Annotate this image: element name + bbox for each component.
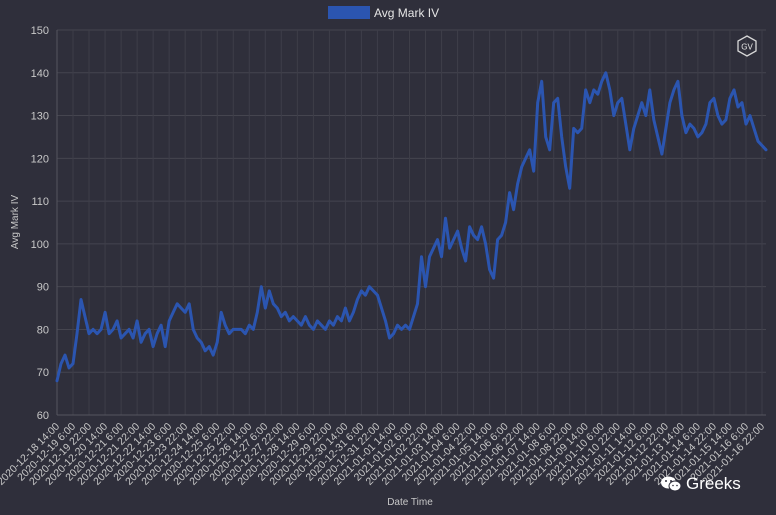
y-tick-label: 90 xyxy=(37,282,49,294)
y-tick-label: 80 xyxy=(37,324,49,336)
y-tick-label: 120 xyxy=(31,153,49,165)
y-axis-ticks: 60 70 80 90 100 110 120 130 140 150 xyxy=(31,25,49,422)
legend-swatch[interactable] xyxy=(328,6,370,19)
gv-logo-badge: GV xyxy=(736,35,758,57)
y-tick-label: 60 xyxy=(37,410,49,422)
y-tick-label: 100 xyxy=(31,239,49,251)
y-axis-title: Avg Mark IV xyxy=(10,195,21,250)
y-tick-label: 70 xyxy=(37,367,49,379)
wechat-icon xyxy=(661,476,682,492)
gv-badge-text: GV xyxy=(741,43,753,52)
series-line-avg-mark-iv xyxy=(55,71,768,383)
y-tick-label: 150 xyxy=(31,25,49,37)
y-tick-label: 130 xyxy=(31,111,49,123)
watermark: Greeks xyxy=(660,472,741,496)
y-tick-label: 110 xyxy=(31,196,49,208)
chart-grid xyxy=(56,29,766,416)
series-layer xyxy=(55,71,768,383)
legend-label[interactable]: Avg Mark IV xyxy=(374,6,439,20)
hexagon-icon: GV xyxy=(737,35,757,57)
watermark-text: Greeks xyxy=(686,474,741,493)
legend[interactable]: Avg Mark IV xyxy=(328,6,439,20)
x-axis-title: Date Time xyxy=(387,497,433,508)
y-tick-label: 140 xyxy=(31,68,49,80)
